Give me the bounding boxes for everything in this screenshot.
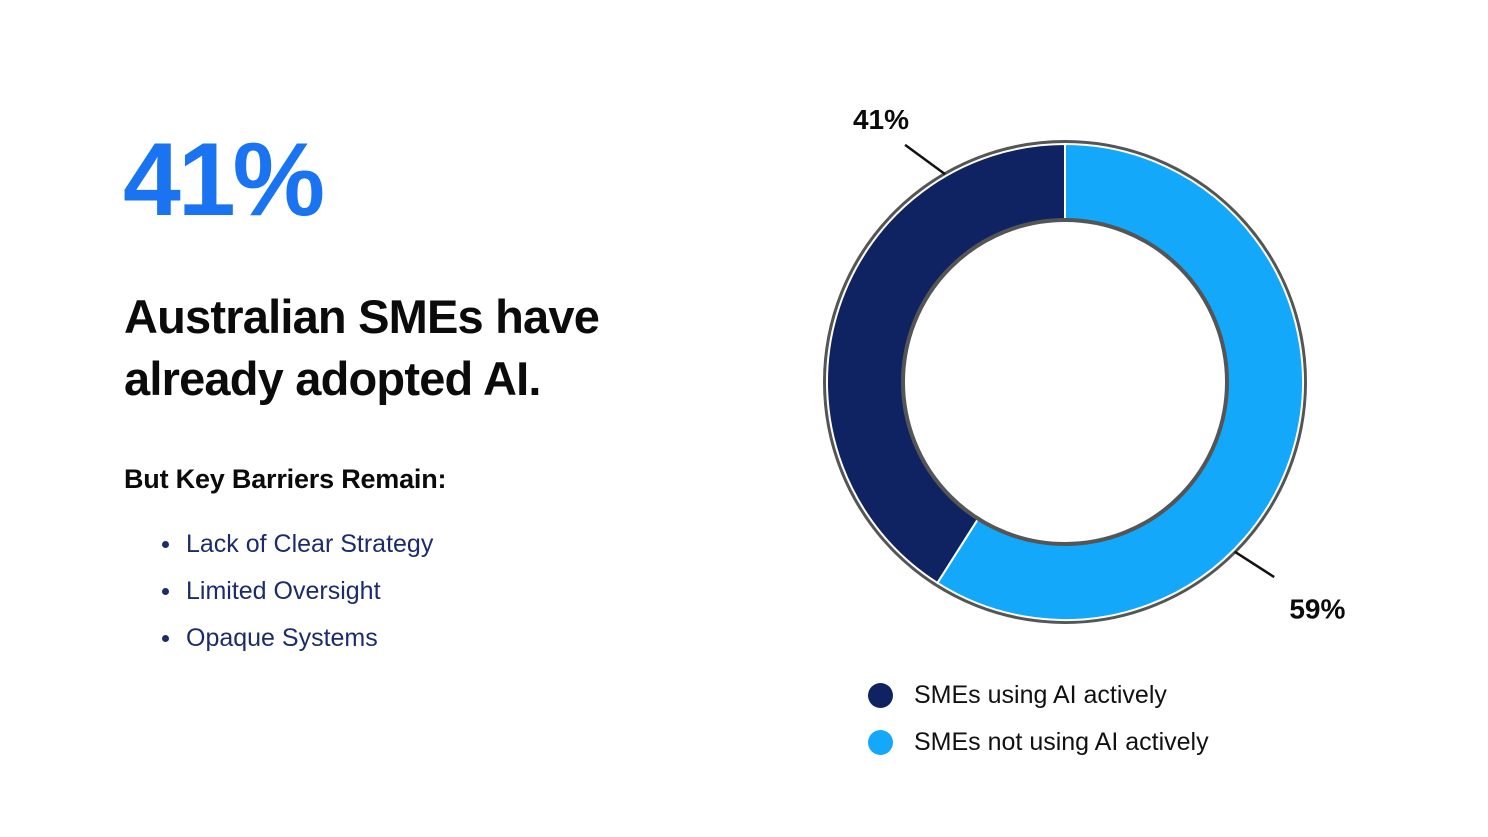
headline-stat: 41%	[123, 122, 325, 238]
headline-text: Australian SMEs have already adopted AI.	[124, 290, 600, 405]
slice-using-ai	[826, 142, 1066, 585]
ring-outline-outer	[823, 140, 1307, 624]
bullet-icon	[162, 635, 169, 642]
donut-chart: 41% 59%	[823, 104, 1345, 625]
barriers-list: Lack of Clear Strategy Limited Oversight…	[162, 521, 433, 662]
donut-slices	[826, 142, 1304, 621]
legend-swatch-using	[868, 683, 893, 708]
leader-line-using-ai	[904, 143, 946, 176]
chart-legend: SMEs using AI actively SMEs not using AI…	[868, 672, 1209, 766]
barrier-item-label: Lack of Clear Strategy	[186, 530, 434, 558]
leader-line-not-using-ai	[1234, 550, 1275, 579]
barrier-item: Lack of Clear Strategy	[162, 521, 433, 568]
legend-label: SMEs not using AI actively	[914, 728, 1209, 756]
barrier-item: Opaque Systems	[162, 615, 433, 662]
bullet-icon	[162, 588, 169, 595]
barriers-title: But Key Barriers Remain:	[124, 464, 447, 494]
bullet-icon	[162, 541, 169, 548]
barrier-item-label: Opaque Systems	[186, 624, 378, 652]
barrier-item: Limited Oversight	[162, 568, 433, 615]
slice-label-using-ai: 41%	[853, 104, 909, 135]
legend-item: SMEs not using AI actively	[868, 719, 1209, 766]
legend-label: SMEs using AI actively	[914, 681, 1167, 709]
barrier-item-label: Limited Oversight	[186, 577, 381, 605]
slice-label-not-using-ai: 59%	[1289, 593, 1345, 624]
ring-outline-inner	[901, 218, 1229, 546]
label-leaders	[904, 143, 1275, 579]
slice-labels: 41% 59%	[853, 104, 1345, 625]
legend-swatch-not-using	[868, 730, 893, 755]
legend-item: SMEs using AI actively	[868, 672, 1209, 719]
